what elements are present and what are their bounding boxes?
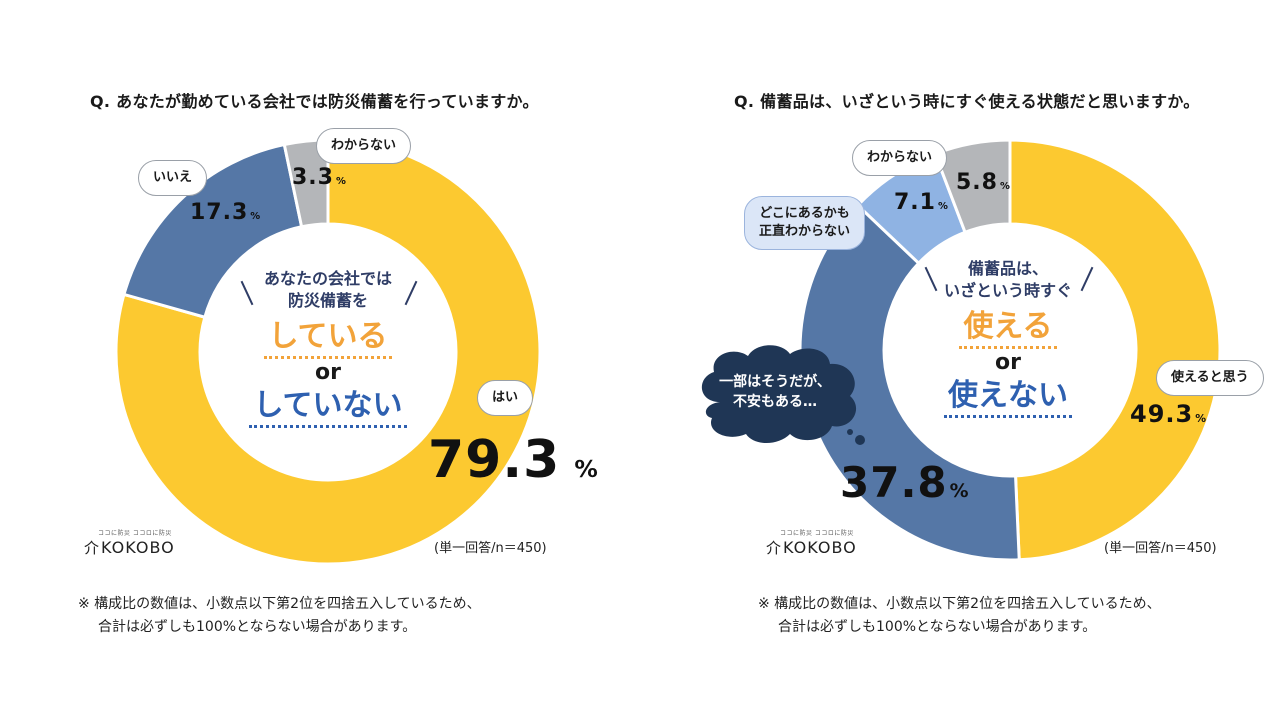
right-cloud-bubble-shape: [701, 345, 865, 445]
right-sample-size: (単一回答/n＝450): [1104, 541, 1217, 556]
right-value-unknown: 5.8%: [956, 170, 1011, 195]
right-footnote-line2: 合計は必ずしも100%とならない場合があります。: [778, 619, 1097, 635]
right-value-partly: 37.8%: [840, 458, 970, 507]
left-donut-chart: [114, 138, 542, 566]
left-center-no: していない: [249, 387, 407, 428]
left-center-yes: している: [264, 318, 392, 359]
right-bubble-where-line1: どこにあるかも: [759, 206, 850, 221]
left-footnote-line2: 合計は必ずしも100%とならない場合があります。: [98, 619, 417, 635]
right-center-line1: 備蓄品は、: [967, 259, 1048, 278]
left-donut-slice-2: [282, 138, 330, 229]
left-center-line2: 防災備蓄を: [287, 291, 368, 310]
right-value-where: 7.1%: [894, 190, 949, 215]
left-logo-mark: 介: [84, 539, 101, 557]
left-sample-size: (単一回答/n＝450): [434, 541, 547, 556]
left-value-unknown: 3.3%: [292, 165, 347, 190]
right-question: Q. 備蓄品は、いざという時にすぐ使える状態だと思いますか。: [734, 92, 1200, 111]
left-footnote: ※ 構成比の数値は、小数点以下第2位を四捨五入しているため、 合計は必ずしも10…: [78, 593, 481, 639]
right-donut-slice-3: [933, 138, 1012, 235]
left-value-yes: 79.3%: [428, 430, 599, 490]
left-donut-slice-1: [122, 142, 304, 320]
right-cloud-line1: 一部はそうだが、: [719, 374, 831, 390]
left-footnote-line1: ※ 構成比の数値は、小数点以下第2位を四捨五入しているため、: [78, 596, 481, 612]
right-logo-name: KOKOBO: [783, 538, 857, 557]
right-center-or: or: [995, 350, 1021, 375]
right-logo-tagline: ココに防災 ココロに防災: [780, 530, 854, 537]
left-logo-tagline: ココに防災 ココロに防災: [98, 530, 172, 537]
left-logo-name: KOKOBO: [101, 538, 175, 557]
right-value-yes: 49.3%: [1130, 400, 1208, 428]
right-bubble-yes: 使えると思う: [1156, 360, 1264, 396]
right-footnote: ※ 構成比の数値は、小数点以下第2位を四捨五入しているため、 合計は必ずしも10…: [758, 593, 1161, 639]
right-donut-slice-0: [1008, 138, 1222, 562]
left-bubble-yes: はい: [477, 380, 534, 416]
right-chart-panel: Q. 備蓄品は、いざという時にすぐ使える状態だと思いますか。 備蓄品は、 いざと…: [640, 0, 1280, 720]
left-value-no: 17.3%: [190, 200, 262, 225]
left-logo: ココに防災 ココロに防災 介KOKOBO: [84, 528, 175, 558]
right-bubble-where-line2: 正直わからない: [759, 224, 851, 239]
right-center-no: 使えない: [944, 377, 1072, 418]
right-bubble-unknown: わからない: [852, 140, 948, 176]
right-logo: ココに防災 ココロに防災 介KOKOBO: [766, 528, 857, 558]
right-logo-mark: 介: [766, 539, 783, 557]
right-center-yes: 使える: [959, 308, 1057, 349]
right-cloud-bubble-partly: 一部はそうだが、 不安もある…: [700, 372, 850, 412]
left-bubble-no: いいえ: [138, 160, 208, 196]
left-center-text: あなたの会社では 防災備蓄を している or していない: [228, 268, 428, 428]
left-chart-panel: Q. あなたが勤めている会社では防災備蓄を行っていますか。 あなたの会社では 防…: [78, 92, 599, 639]
right-cloud-line2: 不安もある…: [733, 394, 817, 410]
right-donut-chart: [798, 138, 1222, 562]
right-footnote-line1: ※ 構成比の数値は、小数点以下第2位を四捨五入しているため、: [758, 596, 1161, 612]
right-bubble-where: どこにあるかも 正直わからない: [744, 196, 866, 250]
right-center-text: 備蓄品は、 いざという時すぐ 使える or 使えない: [908, 258, 1108, 418]
left-bubble-unknown: わからない: [316, 128, 412, 164]
left-center-or: or: [315, 360, 341, 385]
left-question: Q. あなたが勤めている会社では防災備蓄を行っていますか。: [90, 92, 539, 111]
right-center-line2: いざという時すぐ: [943, 281, 1072, 300]
left-center-line1: あなたの会社では: [263, 269, 392, 288]
left-donut-slice-0: [114, 138, 542, 566]
